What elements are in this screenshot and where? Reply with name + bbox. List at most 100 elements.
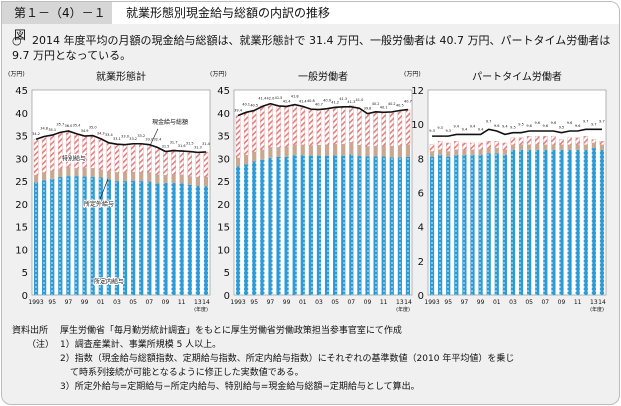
bar-overtime-pay <box>82 168 87 177</box>
bar-overtime-pay <box>365 146 370 157</box>
total-value-label: 40.1 <box>242 102 250 106</box>
total-value-label: 40.7 <box>315 103 323 107</box>
chart-title: パートタイム労働者 <box>472 70 562 83</box>
bar-base-salary <box>90 177 95 295</box>
y-unit-label: (万円) <box>8 71 25 78</box>
total-value-label: 39.8 <box>364 107 372 111</box>
total-value-label: 9.4 <box>470 124 476 128</box>
bar-base-salary <box>599 149 605 295</box>
total-value-label: 31.3 <box>194 145 202 149</box>
bar-base-salary <box>308 155 313 295</box>
total-value-label: 9.7 <box>486 119 492 123</box>
bar-base-salary <box>502 154 507 295</box>
total-value-label: 9.5 <box>518 123 524 127</box>
total-value-label: 9.7 <box>583 119 589 123</box>
x-tick-label: 97 <box>65 299 73 306</box>
bar-overtime-pay <box>292 144 297 156</box>
bar-overtime-pay <box>397 145 402 158</box>
total-value-label: 9.4 <box>462 127 468 131</box>
bar-special-pay <box>49 134 55 171</box>
bar-overtime-pay <box>486 148 491 154</box>
chart-title: 一般労働者 <box>298 70 348 83</box>
bar-special-pay <box>526 135 532 145</box>
total-value-label: 33.0 <box>121 135 129 139</box>
bar-special-pay <box>203 151 209 178</box>
total-value-label: 9.4 <box>454 124 460 128</box>
bar-overtime-pay <box>284 146 289 157</box>
total-value-label: 9.3 <box>437 126 443 130</box>
bar-overtime-pay <box>405 144 411 157</box>
bar-overtime-pay <box>583 144 588 150</box>
total-value-label: 9.3 <box>445 129 451 133</box>
bar-special-pay <box>130 143 136 173</box>
annotation-leader <box>149 128 159 146</box>
y-tick-label: 45 <box>217 86 230 97</box>
bar-overtime-pay <box>114 172 120 182</box>
total-value-label: 40.5 <box>250 104 258 108</box>
total-value-label: 41.4 <box>258 96 267 100</box>
total-value-label: 9.6 <box>494 124 500 128</box>
total-value-label: 31.4 <box>202 142 211 146</box>
bar-overtime-pay <box>122 172 128 182</box>
bar-overtime-pay <box>244 155 249 165</box>
bar-overtime-pay <box>502 149 507 155</box>
bar-base-salary <box>446 156 451 295</box>
total-value-label: 9.6 <box>534 121 540 125</box>
bar-base-salary <box>244 164 249 295</box>
bar-base-salary <box>389 157 394 295</box>
total-value-label: 9.5 <box>559 126 565 130</box>
bar-special-pay <box>122 144 128 173</box>
total-line <box>35 130 206 154</box>
total-value-label: 9.3 <box>429 129 435 133</box>
bar-overtime-pay <box>58 168 63 178</box>
bar-special-pay <box>486 141 491 149</box>
bar-special-pay <box>454 141 459 150</box>
chart-title: 就業形態計 <box>96 70 146 83</box>
bar-special-pay <box>195 152 201 178</box>
bar-special-pay <box>445 142 451 152</box>
bar-base-salary <box>58 177 63 295</box>
bar-base-salary <box>114 181 120 295</box>
bar-special-pay <box>340 106 346 145</box>
x-tick-label: 01 <box>299 299 307 306</box>
bar-base-salary <box>567 149 572 295</box>
bar-overtime-pay <box>567 144 572 150</box>
bar-overtime-pay <box>139 172 144 182</box>
total-value-label: 34.3 <box>97 132 105 136</box>
y-tick-label: 30 <box>217 154 230 165</box>
bar-overtime-pay <box>518 144 524 150</box>
bar-overtime-pay <box>535 144 540 150</box>
note-item-2: 2）指数（現金給与総額指数、定期給与指数、所定内給与指数）にそれぞれの基準数値（… <box>60 354 515 364</box>
bar-special-pay <box>106 142 112 172</box>
bar-overtime-pay <box>559 144 564 150</box>
bar-special-pay <box>591 139 597 144</box>
total-value-label: 34.2 <box>32 132 40 136</box>
bar-base-salary <box>300 155 305 295</box>
bar-special-pay <box>74 133 79 169</box>
bar-overtime-pay <box>171 174 176 183</box>
total-value-label: 9.5 <box>510 126 516 130</box>
note-item-3: 3）所定外給与=定期給与−所定内給与、特別給与=現金給与総額−定期給与として算出… <box>60 382 420 392</box>
bar-overtime-pay <box>235 157 241 167</box>
bar-base-salary <box>276 156 281 295</box>
x-tick-label: 14 <box>598 299 606 306</box>
bar-base-salary <box>292 155 297 295</box>
bar-special-pay <box>163 150 168 176</box>
x-tick-label: 11 <box>380 299 388 306</box>
x-tick-label: 97 <box>267 299 275 306</box>
bar-special-pay <box>567 137 572 145</box>
bar-special-pay <box>381 111 386 146</box>
x-tick-label: 09 <box>162 299 170 306</box>
bar-base-salary <box>316 155 322 295</box>
bar-overtime-pay <box>42 172 47 181</box>
source-label: 資料出所 <box>12 326 49 336</box>
bar-base-salary <box>235 166 241 295</box>
x-tick-label: 09 <box>558 299 566 306</box>
x-tick-label: 95 <box>444 299 452 306</box>
bar-base-salary <box>106 179 111 295</box>
bar-overtime-pay <box>147 172 152 182</box>
bar-overtime-pay <box>268 147 273 158</box>
bar-base-salary <box>551 149 556 295</box>
bar-special-pay <box>349 105 354 143</box>
bar-special-pay <box>365 113 370 147</box>
